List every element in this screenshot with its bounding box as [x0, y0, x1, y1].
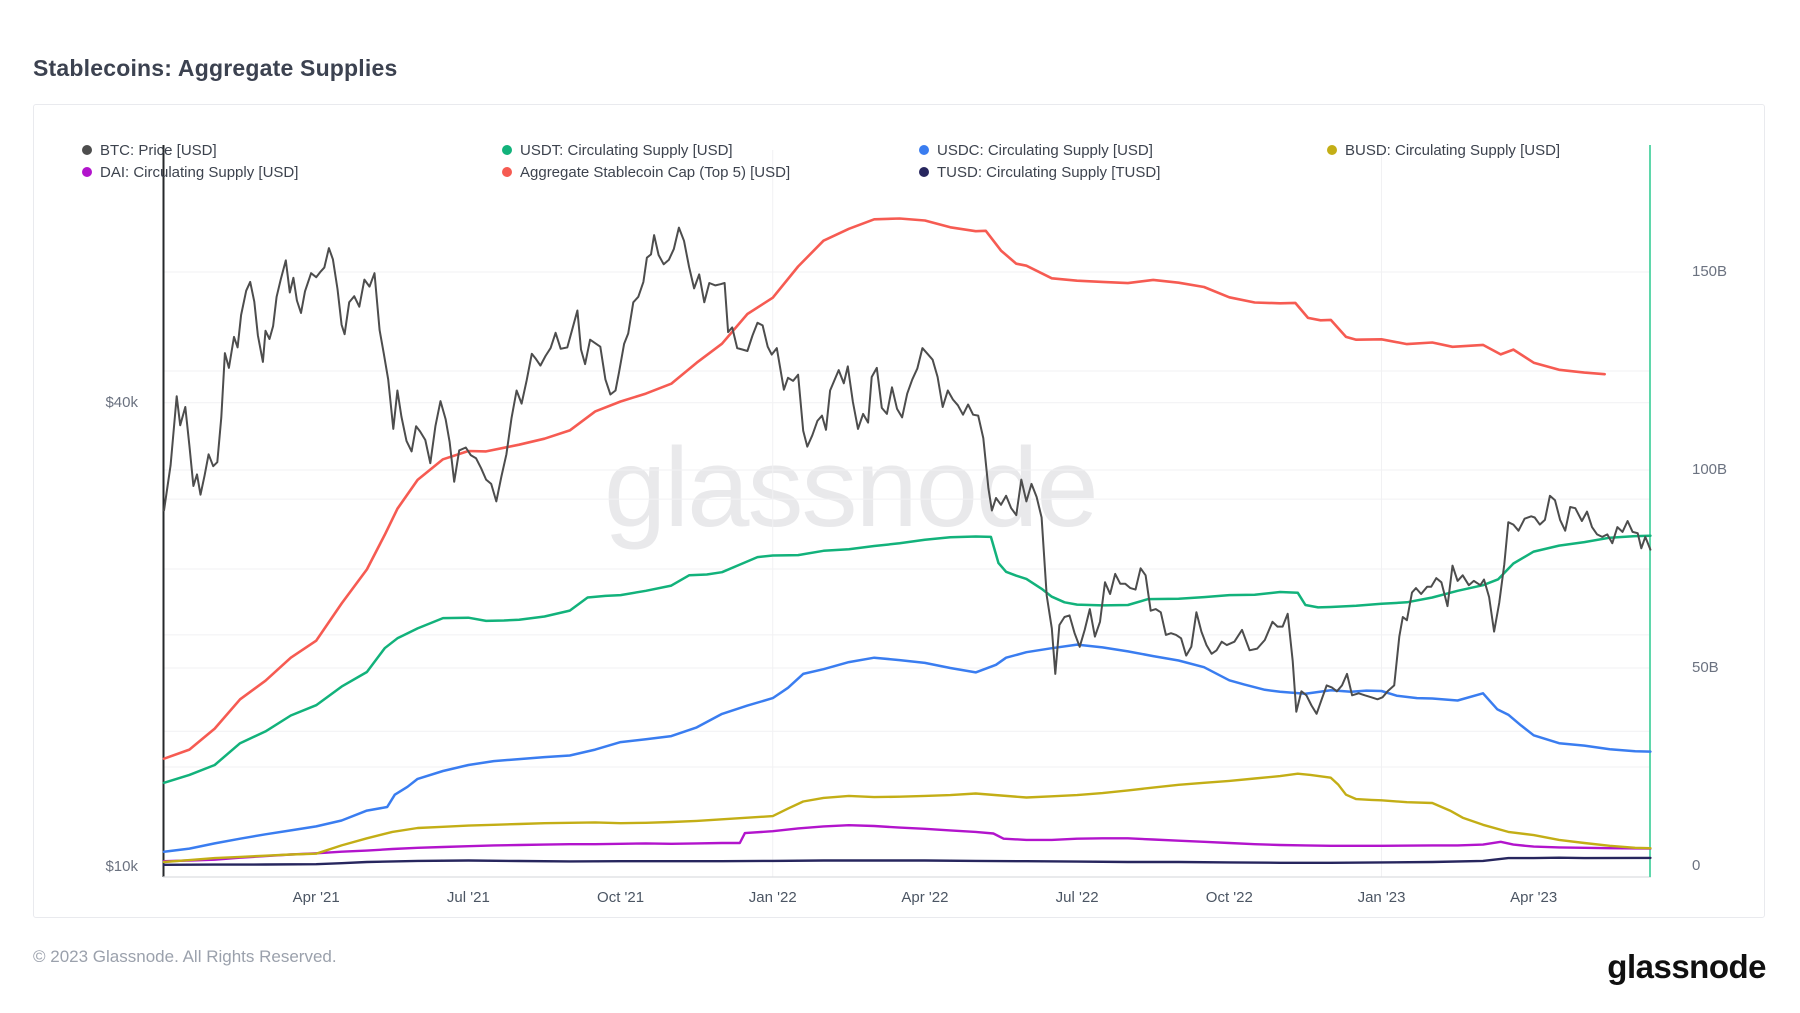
glassnode-watermark: glassnode: [604, 425, 1099, 550]
legend-item-label: BUSD: Circulating Supply [USD]: [1345, 141, 1561, 159]
legend-item-label: DAI: Circulating Supply [USD]: [100, 163, 299, 181]
series-line: [162, 534, 1652, 785]
legend-dot-icon: [1327, 145, 1337, 155]
left-axis-tick-label: $40k: [105, 393, 138, 411]
legend-item[interactable]: USDC: Circulating Supply [USD]: [919, 141, 1153, 159]
legend-item-label: USDC: Circulating Supply [USD]: [937, 141, 1153, 159]
right-axis-tick-label: 150B: [1692, 263, 1728, 280]
legend-dot-icon: [502, 145, 512, 155]
legend-dot-icon: [919, 167, 929, 177]
right-axis-tick-label: 50B: [1692, 659, 1719, 676]
series-line: [162, 643, 1652, 853]
legend-item[interactable]: BUSD: Circulating Supply [USD]: [1327, 141, 1560, 159]
x-axis-tick-label: Oct '21: [597, 889, 645, 906]
legend-item[interactable]: BTC: Price [USD]: [82, 141, 217, 159]
legend-item[interactable]: TUSD: Circulating Supply [TUSD]: [919, 163, 1160, 181]
left-axis-tick-label: $10k: [105, 858, 138, 875]
legend-dot-icon: [82, 145, 92, 155]
legend-item-label: TUSD: Circulating Supply [TUSD]: [937, 163, 1161, 181]
legend-item-label: USDT: Circulating Supply [USD]: [520, 141, 733, 159]
legend-item[interactable]: Aggregate Stablecoin Cap (Top 5) [USD]: [502, 163, 790, 181]
x-axis-tick-label: Apr '21: [292, 889, 340, 906]
chart-panel: [33, 104, 1765, 918]
series-line: [162, 772, 1652, 864]
legend-dot-icon: [82, 167, 92, 177]
x-axis-tick-label: Jan '22: [748, 889, 797, 906]
series-line: [162, 856, 1652, 866]
legend-item-label: BTC: Price [USD]: [100, 141, 217, 159]
series-line: [162, 824, 1652, 863]
legend-dot-icon: [919, 145, 929, 155]
page-title: Stablecoins: Aggregate Supplies: [33, 55, 398, 82]
x-axis-tick-label: Apr '23: [1510, 889, 1558, 906]
series-line: [162, 217, 1606, 761]
legend-item[interactable]: USDT: Circulating Supply [USD]: [502, 141, 733, 159]
legend-item[interactable]: DAI: Circulating Supply [USD]: [82, 163, 298, 181]
legend-dot-icon: [502, 167, 512, 177]
glassnode-logo: glassnode: [1607, 948, 1766, 985]
right-axis-tick-label: 100B: [1692, 461, 1728, 478]
legend-item-label: Aggregate Stablecoin Cap (Top 5) [USD]: [520, 163, 791, 181]
x-axis-tick-label: Apr '22: [901, 889, 949, 906]
x-axis-tick-label: Jan '23: [1357, 889, 1406, 906]
x-axis-tick-label: Jul '22: [1055, 889, 1099, 906]
copyright-text: © 2023 Glassnode. All Rights Reserved.: [33, 947, 337, 966]
x-axis-tick-label: Jul '21: [446, 889, 490, 906]
x-axis-tick-label: Oct '22: [1205, 889, 1253, 906]
right-axis-tick-label: 0: [1692, 857, 1701, 874]
series-line: [163, 226, 1652, 715]
